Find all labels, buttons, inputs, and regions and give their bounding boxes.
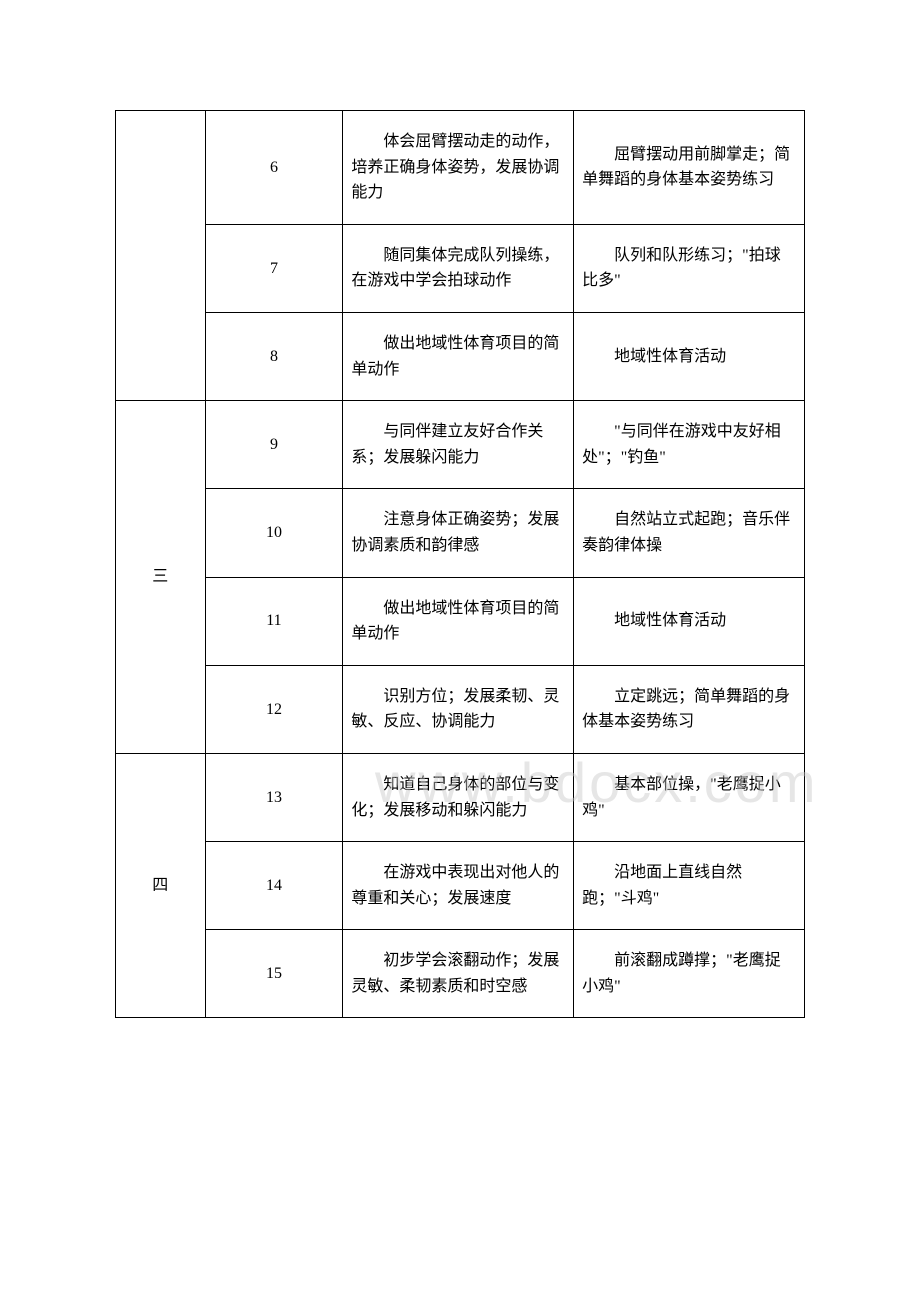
lesson-content: 地域性体育活动 xyxy=(574,577,805,665)
lesson-number: 15 xyxy=(205,930,343,1018)
lesson-content: 前滚翻成蹲撑；"老鹰捉小鸡" xyxy=(574,930,805,1018)
curriculum-table: 6 体会屈臂摆动走的动作，培养正确身体姿势，发展协调能力 屈臂摆动用前脚掌走；简… xyxy=(115,110,805,1018)
lesson-goal: 做出地域性体育项目的简单动作 xyxy=(343,577,574,665)
lesson-number: 8 xyxy=(205,312,343,400)
lesson-content: 立定跳远；简单舞蹈的身体基本姿势练习 xyxy=(574,665,805,753)
lesson-number: 7 xyxy=(205,224,343,312)
lesson-goal: 与同伴建立友好合作关系；发展躲闪能力 xyxy=(343,401,574,489)
lesson-number: 14 xyxy=(205,842,343,930)
lesson-goal: 初步学会滚翻动作；发展灵敏、柔韧素质和时空感 xyxy=(343,930,574,1018)
week-cell: 四 xyxy=(116,753,206,1018)
lesson-goal: 注意身体正确姿势；发展协调素质和韵律感 xyxy=(343,489,574,577)
table-row: 四 13 知道自己身体的部位与变化；发展移动和躲闪能力 基本部位操，"老鹰捉小鸡… xyxy=(116,753,805,841)
table-row: 12 识别方位；发展柔韧、灵敏、反应、协调能力 立定跳远；简单舞蹈的身体基本姿势… xyxy=(116,665,805,753)
lesson-number: 11 xyxy=(205,577,343,665)
lesson-number: 12 xyxy=(205,665,343,753)
table-row: 11 做出地域性体育项目的简单动作 地域性体育活动 xyxy=(116,577,805,665)
lesson-content: 沿地面上直线自然跑；"斗鸡" xyxy=(574,842,805,930)
lesson-content: 地域性体育活动 xyxy=(574,312,805,400)
table-row: 8 做出地域性体育项目的简单动作 地域性体育活动 xyxy=(116,312,805,400)
lesson-content: 基本部位操，"老鹰捉小鸡" xyxy=(574,753,805,841)
table-row: 6 体会屈臂摆动走的动作，培养正确身体姿势，发展协调能力 屈臂摆动用前脚掌走；简… xyxy=(116,111,805,225)
lesson-goal: 在游戏中表现出对他人的尊重和关心；发展速度 xyxy=(343,842,574,930)
table-row: 三 9 与同伴建立友好合作关系；发展躲闪能力 "与同伴在游戏中友好相处"；"钓鱼… xyxy=(116,401,805,489)
lesson-number: 10 xyxy=(205,489,343,577)
lesson-content: 自然站立式起跑；音乐伴奏韵律体操 xyxy=(574,489,805,577)
lesson-goal: 知道自己身体的部位与变化；发展移动和躲闪能力 xyxy=(343,753,574,841)
table-container: www.bdocx.com 6 体会屈臂摆动走的动作，培养正确身体姿势，发展协调… xyxy=(115,110,805,1018)
lesson-content: 屈臂摆动用前脚掌走；简单舞蹈的身体基本姿势练习 xyxy=(574,111,805,225)
lesson-number: 9 xyxy=(205,401,343,489)
week-cell: 三 xyxy=(116,401,206,754)
week-cell xyxy=(116,111,206,401)
lesson-content: 队列和队形练习；"拍球比多" xyxy=(574,224,805,312)
lesson-number: 6 xyxy=(205,111,343,225)
lesson-goal: 识别方位；发展柔韧、灵敏、反应、协调能力 xyxy=(343,665,574,753)
table-row: 15 初步学会滚翻动作；发展灵敏、柔韧素质和时空感 前滚翻成蹲撑；"老鹰捉小鸡" xyxy=(116,930,805,1018)
lesson-goal: 做出地域性体育项目的简单动作 xyxy=(343,312,574,400)
lesson-content: "与同伴在游戏中友好相处"；"钓鱼" xyxy=(574,401,805,489)
lesson-number: 13 xyxy=(205,753,343,841)
lesson-goal: 体会屈臂摆动走的动作，培养正确身体姿势，发展协调能力 xyxy=(343,111,574,225)
table-row: 14 在游戏中表现出对他人的尊重和关心；发展速度 沿地面上直线自然跑；"斗鸡" xyxy=(116,842,805,930)
lesson-goal: 随同集体完成队列操练，在游戏中学会拍球动作 xyxy=(343,224,574,312)
table-row: 10 注意身体正确姿势；发展协调素质和韵律感 自然站立式起跑；音乐伴奏韵律体操 xyxy=(116,489,805,577)
table-row: 7 随同集体完成队列操练，在游戏中学会拍球动作 队列和队形练习；"拍球比多" xyxy=(116,224,805,312)
